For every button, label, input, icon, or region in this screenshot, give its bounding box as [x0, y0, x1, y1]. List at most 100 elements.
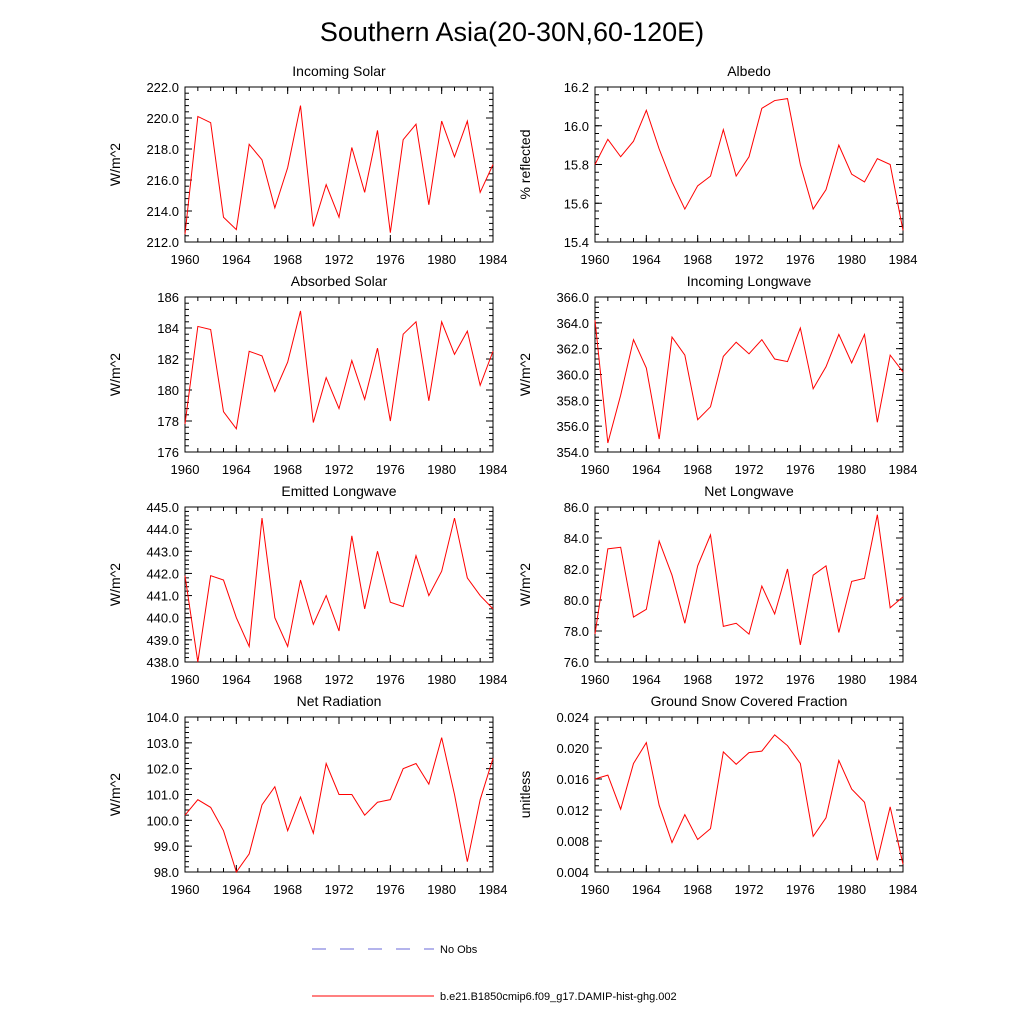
y-axis-label: W/m^2	[107, 143, 123, 186]
y-tick-label: 214.0	[146, 204, 179, 219]
y-axis-label: unitless	[517, 771, 533, 818]
x-tick-label: 1980	[837, 672, 866, 687]
y-tick-label: 222.0	[146, 80, 179, 95]
x-tick-label: 1972	[325, 882, 354, 897]
y-tick-label: 99.0	[154, 839, 179, 854]
legend-label-no-obs: No Obs	[440, 944, 478, 956]
x-tick-label: 1972	[325, 462, 354, 477]
x-tick-label: 1980	[427, 252, 456, 267]
y-tick-label: 218.0	[146, 142, 179, 157]
y-tick-label: 78.0	[564, 624, 589, 639]
y-tick-label: 103.0	[146, 736, 179, 751]
y-tick-label: 220.0	[146, 111, 179, 126]
y-tick-label: 443.0	[146, 544, 179, 559]
y-tick-label: 186	[157, 290, 179, 305]
y-axis-label: W/m^2	[517, 563, 533, 606]
y-tick-label: 441.0	[146, 589, 179, 604]
y-tick-label: 0.012	[556, 803, 589, 818]
y-tick-label: 178	[157, 414, 179, 429]
x-tick-label: 1960	[581, 462, 610, 477]
x-tick-label: 1964	[222, 882, 251, 897]
y-tick-label: 176	[157, 445, 179, 460]
x-tick-label: 1964	[222, 672, 251, 687]
x-tick-label: 1960	[171, 672, 200, 687]
x-tick-label: 1964	[222, 462, 251, 477]
y-tick-label: 354.0	[556, 445, 589, 460]
y-tick-label: 444.0	[146, 522, 179, 537]
chart-panel-7: Ground Snow Covered Fraction 1960 1964 1968…	[517, 693, 917, 897]
y-tick-label: 0.020	[556, 741, 589, 756]
y-tick-label: 358.0	[556, 393, 589, 408]
x-tick-label: 1980	[427, 882, 456, 897]
panels: Incoming Solar 1960 1964 1968 1972 1976 1980 19…	[107, 63, 917, 897]
x-tick-label: 1972	[735, 672, 764, 687]
main-title: Southern Asia(20-30N,60-120E)	[320, 17, 704, 47]
y-tick-label: 362.0	[556, 342, 589, 357]
y-tick-label: 438.0	[146, 655, 179, 670]
series-line	[594, 514, 904, 646]
x-tick-label: 1976	[376, 882, 405, 897]
x-tick-label: 1968	[683, 882, 712, 897]
x-tick-label: 1960	[171, 462, 200, 477]
panel-title: Albedo	[727, 63, 771, 79]
x-tick-label: 1980	[837, 462, 866, 477]
series-line	[184, 310, 494, 430]
y-tick-label: 0.016	[556, 772, 589, 787]
chart-panel-5: Net Longwave 1960 1964 1968 1972 1976 1980 1984…	[517, 483, 917, 687]
y-tick-label: 15.4	[564, 235, 589, 250]
x-tick-label: 1972	[735, 252, 764, 267]
chart-panel-4: Emitted Longwave 1960 1964 1968 1972 1976 1980…	[107, 483, 507, 687]
x-tick-label: 1980	[427, 462, 456, 477]
y-tick-label: 0.008	[556, 834, 589, 849]
x-tick-label: 1976	[786, 672, 815, 687]
panel-title: Absorbed Solar	[291, 273, 388, 289]
panel-title: Incoming Longwave	[687, 273, 812, 289]
chart-panel-3: Incoming Longwave 1960 1964 1968 1972 1976 198…	[517, 273, 917, 477]
panel-title: Net Longwave	[704, 483, 794, 499]
x-tick-label: 1964	[632, 252, 661, 267]
panel-title: Incoming Solar	[292, 63, 386, 79]
y-tick-label: 364.0	[556, 316, 589, 331]
y-tick-label: 440.0	[146, 611, 179, 626]
y-tick-label: 182	[157, 352, 179, 367]
y-tick-label: 360.0	[556, 368, 589, 383]
y-tick-label: 76.0	[564, 655, 589, 670]
panel-title: Ground Snow Covered Fraction	[651, 693, 848, 709]
x-tick-label: 1980	[837, 252, 866, 267]
x-tick-label: 1964	[222, 252, 251, 267]
y-tick-label: 442.0	[146, 566, 179, 581]
y-tick-label: 15.8	[564, 158, 589, 173]
y-tick-label: 101.0	[146, 788, 179, 803]
y-tick-label: 104.0	[146, 710, 179, 725]
x-tick-label: 1976	[376, 252, 405, 267]
x-tick-label: 1984	[889, 882, 918, 897]
y-axis-label: W/m^2	[107, 563, 123, 606]
y-tick-label: 356.0	[556, 419, 589, 434]
y-tick-label: 84.0	[564, 531, 589, 546]
x-tick-label: 1980	[427, 672, 456, 687]
x-tick-label: 1976	[786, 252, 815, 267]
series-line	[184, 737, 494, 874]
x-tick-label: 1984	[889, 462, 918, 477]
x-tick-label: 1968	[683, 462, 712, 477]
x-tick-label: 1968	[683, 672, 712, 687]
series-line	[594, 320, 904, 444]
x-tick-label: 1976	[376, 462, 405, 477]
x-tick-label: 1976	[376, 672, 405, 687]
x-tick-label: 1980	[837, 882, 866, 897]
x-tick-label: 1968	[273, 672, 302, 687]
series-line	[594, 98, 904, 231]
x-tick-label: 1960	[581, 252, 610, 267]
y-axis-label: % reflected	[517, 129, 533, 199]
y-tick-label: 82.0	[564, 562, 589, 577]
x-tick-label: 1976	[786, 462, 815, 477]
x-tick-label: 1984	[889, 252, 918, 267]
x-tick-label: 1984	[479, 672, 508, 687]
y-tick-label: 445.0	[146, 500, 179, 515]
panel-title: Emitted Longwave	[281, 483, 396, 499]
x-tick-label: 1972	[735, 462, 764, 477]
chart-panel-6: Net Radiation 1960 1964 1968 1972 1976 1980 198…	[107, 693, 507, 897]
chart-panel-2: Absorbed Solar 1960 1964 1968 1972 1976 1980 19…	[107, 273, 507, 477]
x-tick-label: 1984	[479, 882, 508, 897]
